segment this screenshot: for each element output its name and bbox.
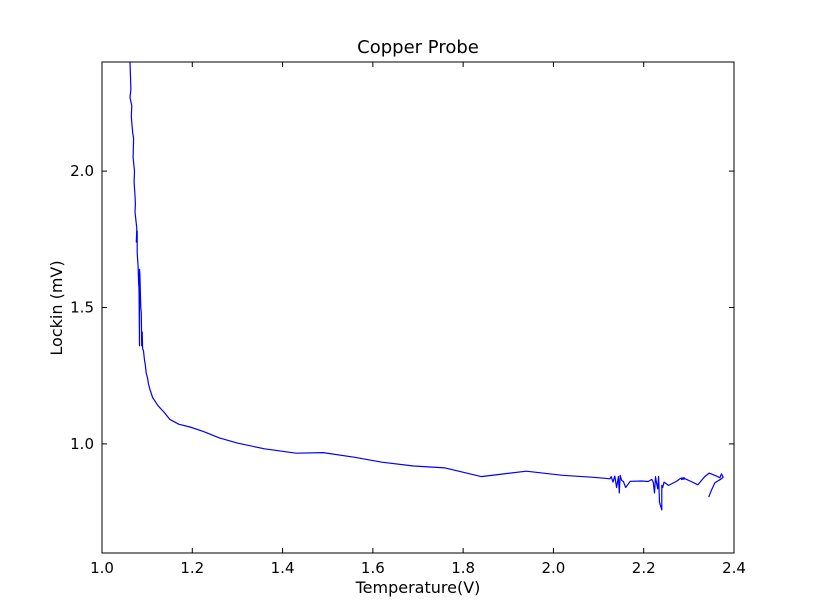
y-tick-label: 1.5: [70, 299, 94, 317]
x-tick-label: 1.8: [451, 559, 475, 577]
x-tick-label: 1.0: [90, 559, 114, 577]
y-tick-label: 2.0: [70, 162, 94, 180]
axis-ticks: 1.0 1.2 1.4 1.6 1.8 2.0 2.2 2.4 1.0 1.5 2.0: [70, 62, 746, 577]
plot-area: [129, 61, 724, 511]
series-line-1: [129, 61, 724, 511]
y-tick-label: 1.0: [70, 435, 94, 453]
chart-title: Copper Probe: [357, 37, 479, 58]
y-axis-label: Lockin (mV): [47, 260, 66, 355]
x-tick-label: 2.4: [722, 559, 746, 577]
plot-frame: [101, 61, 735, 554]
x-tick-label: 2.0: [541, 559, 565, 577]
x-tick-label: 1.6: [361, 559, 385, 577]
x-tick-label: 2.2: [632, 559, 656, 577]
x-tick-label: 1.4: [271, 559, 295, 577]
x-axis-label: Temperature(V): [355, 578, 481, 597]
x-tick-label: 1.2: [180, 559, 204, 577]
